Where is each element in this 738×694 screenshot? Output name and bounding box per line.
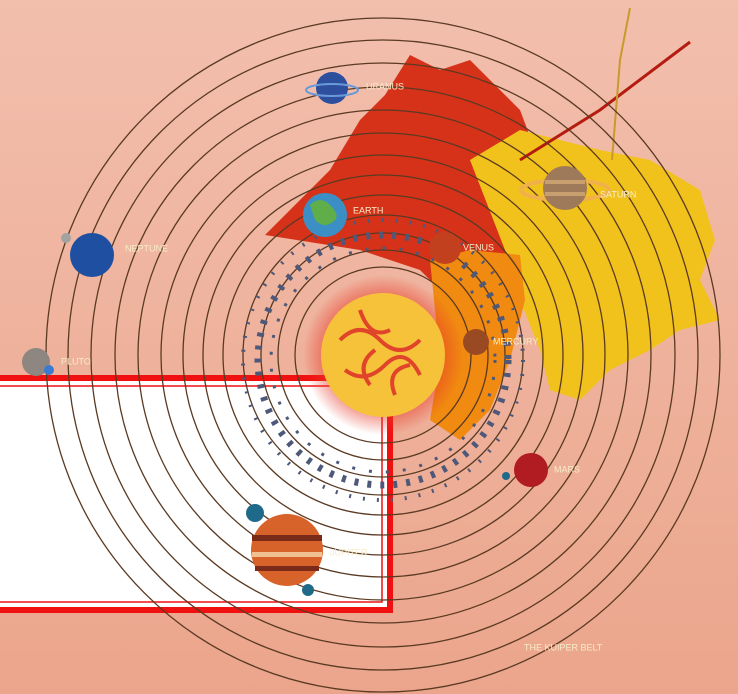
planet-label: JUPITER xyxy=(330,547,368,557)
planet-label: VENUS xyxy=(463,242,494,252)
planet-saturn: SATURN xyxy=(519,166,636,210)
kuiper-belt-label: THE KUIPER BELT xyxy=(524,642,603,652)
planet-pluto: PLUTO xyxy=(22,348,91,376)
planet-mercury: MERCURY xyxy=(463,329,538,355)
orbits xyxy=(45,17,721,693)
planet-label: MARS xyxy=(554,464,580,474)
planet-venus: VENUS xyxy=(429,232,494,264)
planet-uranus: URANUS xyxy=(305,72,404,104)
planet-label: SATURN xyxy=(600,189,636,199)
panel xyxy=(0,375,393,613)
planet-jupiter: JUPITER xyxy=(246,504,368,596)
planet-label: PLUTO xyxy=(61,356,91,366)
sun xyxy=(303,275,463,435)
planet-label: NEPTUNE xyxy=(125,243,168,253)
planet-label: URANUS xyxy=(366,81,404,91)
planet-neptune: NEPTUNE xyxy=(61,233,168,277)
asteroid-belt xyxy=(241,218,525,502)
planet-mars: MARS xyxy=(502,453,580,487)
planet-earth: EARTH xyxy=(303,193,383,237)
planet-label: EARTH xyxy=(353,205,383,215)
planet-label: MERCURY xyxy=(493,336,538,346)
